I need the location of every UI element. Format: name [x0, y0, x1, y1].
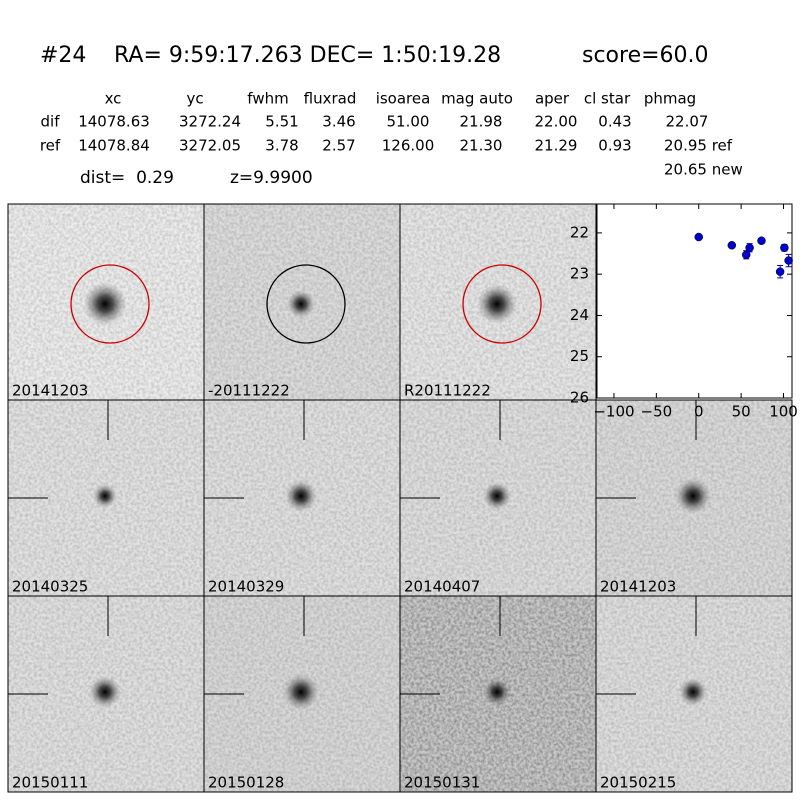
column-header: fluxrad	[304, 90, 357, 108]
column-header: yc	[186, 90, 203, 108]
stamp-label: 20140325	[12, 578, 88, 596]
score: score=60.0	[582, 43, 709, 68]
aperture-circle	[70, 264, 150, 344]
table-cell: 0.43	[598, 113, 631, 131]
data-point	[694, 232, 703, 242]
y-tick-label: 24	[570, 306, 589, 324]
x-tick-label: 0	[694, 403, 704, 421]
data-point	[784, 256, 793, 265]
column-header: phmag	[644, 90, 696, 108]
stamp-label: 20150111	[12, 774, 88, 792]
table-cell: 2.57	[322, 137, 355, 155]
source	[477, 284, 517, 324]
column-header: mag auto	[441, 90, 513, 108]
source	[483, 482, 511, 510]
table-cell: 5.51	[265, 113, 298, 131]
coordinates: RA= 9:59:17.263 DEC= 1:50:19.28	[114, 43, 501, 68]
stamp-label: 20150131	[404, 774, 480, 792]
new-mag: 20.65 new	[664, 161, 743, 179]
distance: dist= 0.29	[80, 168, 174, 188]
source	[483, 678, 511, 706]
column-header: cl star	[584, 90, 631, 108]
x-tick-label: −50	[641, 403, 673, 421]
source	[675, 478, 711, 514]
candidate-id: #24	[40, 43, 86, 68]
table-cell: 22.00	[535, 113, 578, 131]
data-point	[727, 241, 737, 250]
plot-area	[596, 203, 793, 399]
table-cell: 126.00	[382, 137, 435, 155]
stamp-label: 20140329	[208, 578, 284, 596]
data-point	[745, 243, 754, 253]
source	[93, 484, 117, 508]
stamp-label: 20150128	[208, 774, 284, 792]
source	[83, 282, 127, 326]
x-tick-label: 50	[732, 403, 751, 421]
table-cell: 22.07	[666, 113, 709, 131]
source	[679, 678, 707, 706]
table-cell: 51.00	[387, 113, 430, 131]
y-tick-label: 26	[570, 389, 589, 407]
stamp-label: -20111222	[208, 382, 290, 400]
stamp-border	[595, 595, 793, 793]
stamp-label: R20111222	[404, 382, 491, 400]
stamp-label: 20150215	[600, 774, 676, 792]
stamp-label: 20141203	[12, 382, 88, 400]
y-tick-label: 25	[570, 347, 589, 365]
table-cell: 3272.24	[179, 113, 241, 131]
aperture-circle	[266, 264, 346, 344]
column-header: aper	[535, 90, 570, 108]
stamp-label: 20140407	[404, 578, 480, 596]
table-cell: 3.78	[265, 137, 298, 155]
table-cell: 21.30	[460, 137, 503, 155]
source	[89, 676, 121, 708]
source	[287, 290, 315, 318]
table-cell: 3272.05	[179, 137, 241, 155]
data-point	[775, 267, 785, 276]
stamp-label: 20141203	[600, 578, 676, 596]
redshift: z=9.9900	[230, 168, 313, 188]
table-cell: 0.93	[598, 137, 631, 155]
source	[285, 480, 317, 512]
x-tick-label: 100	[769, 403, 798, 421]
column-header: xc	[105, 90, 122, 108]
table-cell: 14078.63	[78, 113, 150, 131]
data-point	[780, 243, 789, 253]
aperture-circle	[462, 264, 542, 344]
x-tick-label: −100	[593, 403, 634, 421]
column-header: fwhm	[247, 90, 288, 108]
table-cell: 21.98	[460, 113, 503, 131]
y-tick-label: 23	[570, 265, 589, 283]
data-point	[757, 236, 766, 245]
table-cell: 20.95 ref	[664, 137, 733, 155]
column-header: isoarea	[376, 90, 431, 108]
table-cell: 21.29	[535, 137, 578, 155]
row-label: ref	[40, 137, 61, 155]
data-point	[741, 250, 751, 260]
table-cell: 14078.84	[78, 137, 150, 155]
source	[283, 674, 319, 710]
table-cell: 3.46	[322, 113, 355, 131]
y-tick-label: 22	[570, 223, 589, 241]
row-label: dif	[41, 113, 61, 131]
